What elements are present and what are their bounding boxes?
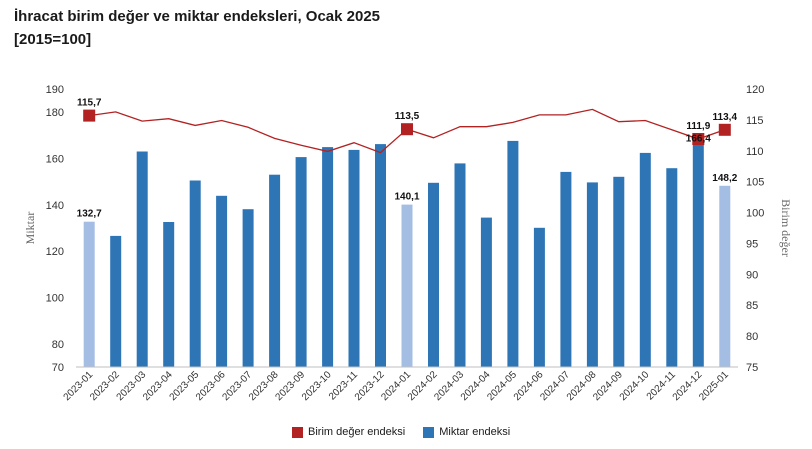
bar-2023-02 [110,235,122,367]
bar-2025-01 [719,185,731,367]
legend: Birim değer endeksi Miktar endeksi [292,426,510,438]
y-left-tick-180: 180 [46,107,64,119]
bar-2024-04 [480,217,492,367]
bar-2023-01 [83,221,95,367]
bar-series-miktar [83,140,731,367]
y-right-tick-100: 100 [746,208,764,220]
y-left-tick-190: 190 [46,84,64,96]
bar-2024-01 [401,204,413,367]
bar-2023-09 [295,157,307,367]
bar-2023-11 [348,149,360,367]
bar-2024-11 [666,168,678,367]
data-label-miktar-2024-01: 140,1 [394,192,419,203]
bar-2023-10 [322,147,334,367]
y-right-tick-95: 95 [746,238,758,250]
y-right-tick-115: 115 [746,115,764,127]
bar-2023-06 [216,195,228,367]
bar-2023-05 [189,180,201,367]
y-axis-left: 80 100 120 140 160 180 190 70 [46,84,64,374]
data-label-birim-deger-2025-01: 113,4 [713,112,738,123]
bar-2024-06 [533,227,545,367]
y-right-tick-90: 90 [746,269,758,281]
x-axis: 2023-012023-022023-032023-042023-052023-… [62,366,738,403]
y-right-tick-80: 80 [746,331,758,343]
y-left-tick-70: 70 [52,362,64,374]
legend-item-miktar: Miktar endeksi [423,426,510,438]
data-label-birim-deger-2023-01: 115,7 [77,98,102,109]
data-label-miktar-2024-12: 166,4 [686,134,711,145]
y-left-tick-80: 80 [52,339,64,351]
y-right-tick-85: 85 [746,300,758,312]
bar-2023-04 [163,222,175,367]
y-right-tick-75: 75 [746,362,758,374]
bar-2024-07 [560,171,572,367]
chart-title: İhracat birim değer ve miktar endeksleri… [14,8,381,25]
bar-2023-07 [242,209,254,367]
y-left-tick-140: 140 [46,200,64,212]
x-tick-2025-01: 2025-01 [697,369,731,403]
y-right-tick-110: 110 [746,146,764,158]
bar-2024-09 [613,176,625,367]
bar-2024-08 [586,182,598,367]
bar-2023-03 [136,151,148,367]
bar-2024-12 [692,143,704,367]
legend-swatch-miktar [423,426,435,438]
y-axis-left-label: Miktar [23,212,37,245]
legend-label-miktar: Miktar endeksi [439,426,511,438]
data-label-miktar-2025-01: 148,2 [712,173,737,184]
bar-2024-10 [639,152,651,367]
bar-2024-02 [428,182,439,367]
line-marker-2025-01 [718,123,731,136]
legend-item-birim-deger: Birim değer endeksi [292,426,405,438]
line-marker-2023-01 [83,109,96,122]
data-label-miktar-2023-01: 132,7 [77,209,102,220]
legend-label-birim-deger: Birim değer endeksi [308,426,406,438]
y-axis-right: 75 80 85 90 95 100 105 110 115 120 [746,84,764,374]
bar-2024-05 [507,140,519,367]
line-marker-2024-12 [692,133,705,145]
legend-swatch-birim-deger [292,426,303,438]
data-label-birim-deger-2024-12: 111,9 [686,121,710,132]
y-right-tick-120: 120 [746,84,764,96]
y-left-tick-120: 120 [46,246,64,258]
y-right-tick-105: 105 [746,177,764,189]
y-left-tick-160: 160 [46,154,64,166]
y-axis-right-label: Birim değer [779,199,793,257]
chart-subtitle: [2015=100] [14,31,92,48]
line-marker-2024-01 [401,123,413,136]
bar-2023-12 [375,144,386,367]
bar-2024-03 [454,163,466,367]
y-left-tick-100: 100 [46,293,64,305]
line-series-birim-deger [83,108,731,154]
bar-2023-08 [269,174,281,367]
data-label-birim-deger-2024-01: 113,5 [395,111,420,122]
